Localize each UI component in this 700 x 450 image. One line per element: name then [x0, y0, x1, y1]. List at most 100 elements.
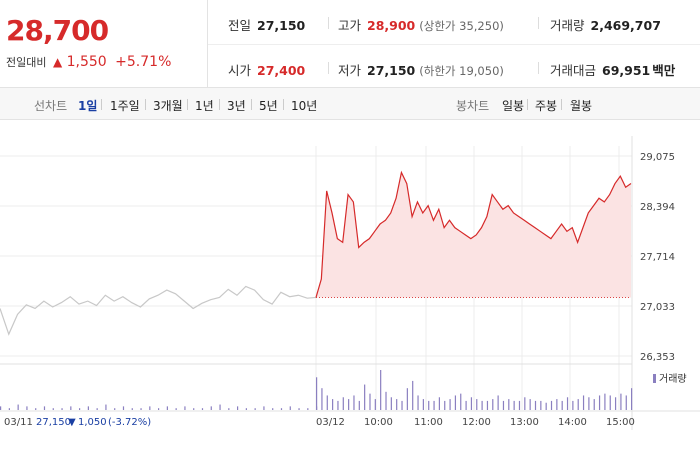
prev-day-volume-bar [61, 408, 63, 410]
prev-day-volume-bar [52, 408, 54, 410]
prev-day-volume-bar [245, 408, 247, 410]
today-volume-bar [342, 397, 344, 410]
prev-day-volume-bar [114, 408, 116, 410]
today-volume-bar [438, 397, 440, 410]
prev-day-volume-bar [70, 406, 72, 410]
tab-3-months[interactable]: 3개월 [153, 99, 183, 113]
today-volume-bar [572, 400, 574, 410]
prev-close: 전일 27,150 [228, 15, 305, 34]
today-volume-bar [353, 395, 355, 410]
prev-day-line [0, 285, 317, 336]
today-volume-bar [513, 400, 515, 410]
prev-day-volume-bar [87, 406, 89, 410]
divider [538, 17, 539, 29]
today-volume-bar [460, 393, 462, 410]
prev-close-value: 27,150 [257, 18, 306, 33]
x-tick-label: 03/12 [316, 417, 345, 428]
volume-value: 2,469,707 [590, 18, 661, 33]
x-tick-label: 03/11 [4, 417, 33, 428]
tab-1-day[interactable]: 1일 [78, 99, 98, 113]
open-price: 시가 27,400 [228, 60, 305, 79]
prev-day-volume-bar [140, 408, 142, 410]
divider [101, 99, 102, 110]
prev-day-volume-bar [105, 404, 107, 410]
prev-day-volume-bar [272, 408, 274, 410]
today-volume-bar [364, 384, 366, 410]
today-area [316, 172, 631, 298]
today-volume-bar [422, 399, 424, 410]
x-tick-label: 10:00 [364, 417, 393, 428]
prev-day-close: 27,150 [36, 417, 71, 428]
today-line [315, 170, 632, 298]
today-volume-bar [465, 400, 467, 410]
today-volume-bar [326, 395, 328, 410]
amount-label: 거래대금 [550, 63, 597, 78]
prev-day-volume-bar [8, 408, 10, 410]
prev-day-info: 27,150 ▼ 1,050 (-3.72%) [36, 417, 151, 428]
high-label: 고가 [338, 18, 362, 33]
divider [328, 17, 329, 29]
chart-areas [316, 172, 631, 298]
tab-monthly-candle[interactable]: 월봉 [570, 99, 593, 113]
prev-day-volume-bar [79, 408, 81, 410]
tab-3-years[interactable]: 3년 [227, 99, 246, 113]
today-volume-bar [374, 399, 376, 410]
prev-day-change-percent: (-3.72%) [108, 417, 151, 428]
today-volume-bar [518, 400, 521, 410]
tab-1-year[interactable]: 1년 [195, 99, 214, 113]
divider [187, 99, 188, 110]
y-tick-label: 26,353 [640, 352, 675, 363]
today-volume-bar [385, 391, 387, 410]
prev-day-volume-bar [298, 408, 300, 410]
trade-amount: 거래대금 69,951 백만 [550, 60, 675, 79]
prev-day-volume-bar [307, 408, 309, 410]
today-volume-bar [316, 377, 318, 410]
amount-value: 69,951 [602, 63, 651, 78]
prev-day-volume-bar [166, 406, 168, 410]
today-volume-bar [625, 395, 627, 410]
today-volume-bar [481, 400, 483, 410]
tab-10-years[interactable]: 10년 [291, 99, 318, 113]
line-chart-label: 선차트 [34, 99, 68, 113]
divider [208, 44, 700, 45]
amount-unit: 백만 [652, 63, 676, 78]
change-label: 전일대비 [6, 56, 47, 69]
tab-1-week[interactable]: 1주일 [110, 99, 140, 113]
prev-day-volume-bar [122, 406, 125, 410]
today-volume-bar [454, 395, 457, 410]
y-tick-label: 27,714 [640, 252, 675, 263]
prev-day-volume-bar [131, 408, 133, 410]
divider [283, 99, 284, 110]
tab-weekly-candle[interactable]: 주봉 [535, 99, 558, 113]
upper-limit: (상한가 35,250) [419, 19, 504, 33]
today-volume-bar [631, 388, 633, 410]
today-volume-bar [534, 400, 537, 410]
prev-day-volume-bar [0, 406, 2, 410]
tab-daily-candle[interactable]: 일봉 [502, 99, 525, 113]
x-axis-labels: 03/11 03/12 10:00 11:00 12:00 13:00 14:00 15:00 [4, 417, 635, 428]
today-volume-bar [396, 399, 398, 410]
prev-day-change: 1,050 [78, 417, 107, 428]
today-volume-bar [470, 397, 473, 410]
prev-day-volume-bar [43, 406, 46, 410]
today-volume-bar [620, 393, 622, 410]
prev-day-volume-bar [184, 406, 186, 410]
volume-bars [0, 370, 633, 410]
volume-label: 거래량 [550, 18, 585, 33]
today-volume-bar [433, 400, 435, 410]
prev-day-volume-bar [26, 406, 28, 410]
today-volume-bar [412, 380, 414, 410]
low-label: 저가 [338, 63, 362, 78]
prev-day-volume-bar [149, 406, 151, 410]
tab-5-years[interactable]: 5년 [259, 99, 278, 113]
prev-day-volume-bar [254, 408, 256, 410]
prev-day-volume-bar [289, 406, 291, 410]
today-volume-bar [540, 400, 542, 410]
today-volume-bar [582, 395, 585, 410]
today-volume-bar [577, 399, 579, 410]
divider [538, 62, 539, 74]
prev-close-label: 전일 [228, 18, 252, 33]
today-volume-bar [497, 395, 499, 410]
today-volume-bar [417, 395, 419, 410]
